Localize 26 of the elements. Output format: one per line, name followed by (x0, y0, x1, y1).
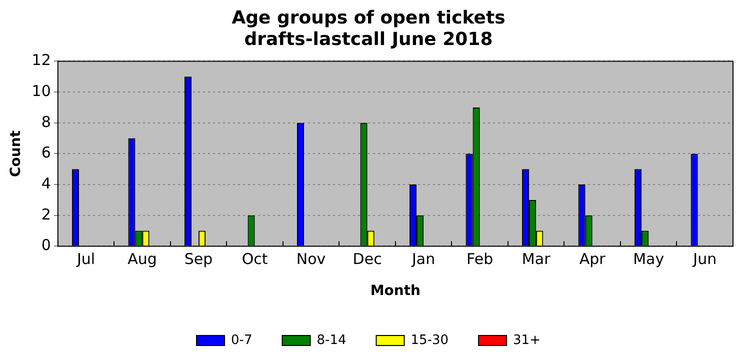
x-tick-label: Sep (184, 250, 213, 268)
y-axis-title: Count (8, 130, 24, 177)
y-tick-label: 6 (41, 144, 51, 162)
y-tick-label: 2 (41, 205, 51, 224)
legend-label: 15-30 (410, 332, 449, 348)
x-tick-label: Aug (128, 250, 157, 268)
x-tick-label: Feb (466, 250, 494, 268)
x-tick-label: Jul (76, 250, 96, 268)
x-tick-label: Jan (411, 250, 436, 268)
x-tick-label: Nov (296, 250, 326, 268)
x-tick-label: Mar (522, 250, 552, 268)
x-axis-title: Month (370, 283, 421, 300)
y-tick-label: 4 (41, 174, 51, 192)
y-tick-label: 12 (32, 51, 51, 70)
y-tick-label: 8 (41, 112, 51, 131)
chart-title: Age groups of open tickets drafts-lastcall June 2018 (232, 7, 506, 50)
x-tick-label: Oct (242, 250, 268, 268)
legend-label: 8-14 (316, 332, 346, 348)
y-tick-label: 0 (41, 236, 51, 254)
x-tick-label: Dec (352, 250, 382, 268)
x-tick-label: May (633, 250, 664, 268)
y-tick-label: 10 (32, 82, 51, 100)
x-tick-label: Jun (692, 250, 717, 268)
legend-label: 0-7 (231, 332, 252, 348)
legend-label: 31+ (513, 332, 540, 348)
x-tick-label: Apr (579, 250, 606, 268)
